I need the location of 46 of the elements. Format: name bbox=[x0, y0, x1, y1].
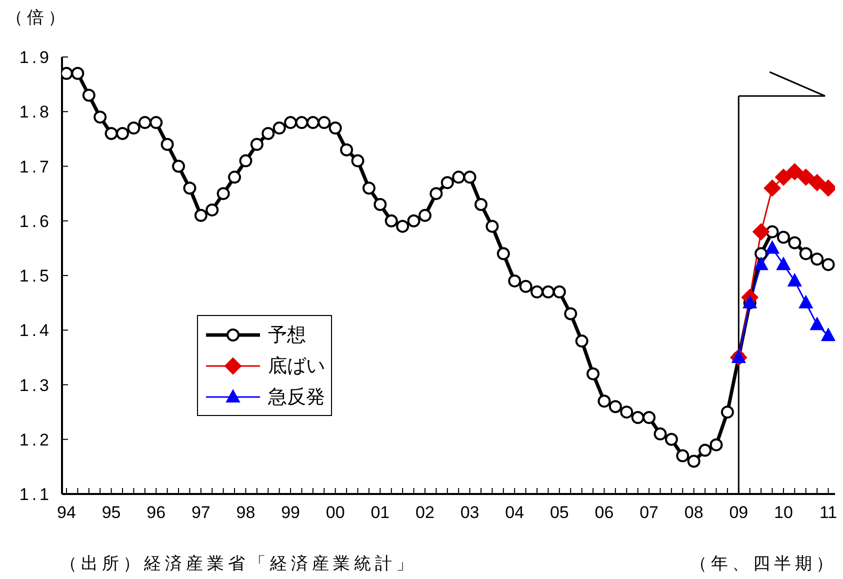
x-tick-label: 08 bbox=[684, 503, 704, 522]
point bbox=[788, 273, 802, 286]
text: （年、四半期） bbox=[690, 553, 837, 575]
text: （出所）経済産業省「経済産業統計」 bbox=[60, 553, 417, 575]
x-tick-label: 09 bbox=[729, 503, 748, 522]
y-tick-label: 1.7 bbox=[19, 157, 52, 176]
x-tick-label: 96 bbox=[146, 503, 166, 522]
x-tick-label: 02 bbox=[416, 503, 434, 522]
y-tick-label: 1.2 bbox=[19, 430, 52, 450]
point bbox=[774, 168, 792, 186]
x-tick-label: 95 bbox=[102, 503, 121, 522]
point bbox=[765, 240, 780, 254]
y-tick-label: 1.6 bbox=[19, 212, 52, 231]
x-tick-label: 03 bbox=[460, 503, 480, 522]
y-axis-title: （倍） bbox=[6, 7, 69, 29]
y-tick-label: 1.1 bbox=[19, 485, 52, 504]
point bbox=[797, 168, 814, 186]
x-tick-label: 01 bbox=[370, 503, 390, 522]
x-tick-label: 10 bbox=[774, 503, 793, 522]
point bbox=[821, 328, 835, 342]
x-tick-label: 99 bbox=[281, 503, 300, 522]
x-tick-label: 07 bbox=[640, 503, 658, 522]
point bbox=[810, 317, 824, 330]
x-tick-label: 97 bbox=[191, 503, 210, 522]
point bbox=[786, 163, 804, 180]
y-tick-label: 1.3 bbox=[19, 376, 52, 395]
x-tick-label: 94 bbox=[57, 503, 76, 522]
x-tick-label: 05 bbox=[550, 503, 569, 522]
x-tick-label: 00 bbox=[326, 503, 345, 522]
point bbox=[808, 174, 826, 192]
x-tick-label: 98 bbox=[236, 503, 256, 522]
point bbox=[752, 223, 770, 240]
legend-label: 予想 bbox=[268, 324, 306, 348]
point bbox=[798, 295, 813, 308]
y-tick-label: 1.5 bbox=[19, 266, 52, 286]
y-tick-label: 1.9 bbox=[19, 48, 52, 68]
x-tick-label: 06 bbox=[594, 503, 614, 522]
x-tick-label: 04 bbox=[505, 503, 524, 522]
point bbox=[754, 257, 768, 270]
legend-label: 急反発 bbox=[268, 386, 325, 410]
point bbox=[776, 257, 790, 270]
x-tick-label: 11 bbox=[819, 503, 838, 522]
y-tick-label: 1.4 bbox=[19, 321, 52, 340]
legend-label: 底ばい bbox=[268, 354, 325, 378]
point bbox=[764, 180, 781, 197]
y-tick-label: 1.8 bbox=[19, 102, 52, 122]
